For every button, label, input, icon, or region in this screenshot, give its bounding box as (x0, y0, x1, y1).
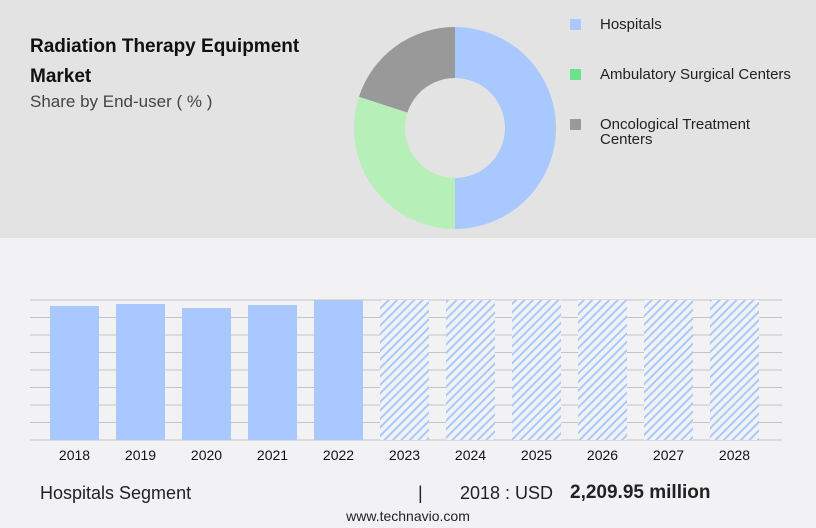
x-tick-label: 2026 (587, 447, 618, 463)
legend-swatch (570, 69, 581, 80)
donut-slice-0 (455, 27, 556, 229)
bar-2021 (248, 305, 297, 440)
bar-2019 (116, 304, 165, 440)
bar-2018 (50, 306, 99, 440)
segment-label: Hospitals Segment (40, 483, 192, 503)
bar-forecast-2027 (644, 300, 693, 440)
x-tick-label: 2023 (389, 447, 420, 463)
bar-2022 (314, 300, 363, 440)
page-title: Radiation Therapy Equipment Market (30, 36, 300, 87)
donut-slice-2 (358, 27, 455, 113)
x-tick-label: 2020 (191, 447, 222, 463)
x-tick-label: 2024 (455, 447, 486, 463)
legend-swatch (570, 119, 581, 130)
x-tick-label: 2019 (125, 447, 156, 463)
bar-forecast-2024 (446, 300, 495, 440)
x-tick-label: 2028 (719, 447, 750, 463)
x-tick-label: 2027 (653, 447, 684, 463)
legend-item-hospitals: Hospitals (570, 17, 810, 49)
donut-slice-1 (353, 96, 455, 230)
year-label: 2018 : USD (460, 483, 554, 503)
bar-forecast-2025 (512, 300, 561, 440)
bar-forecast-2023 (380, 300, 429, 440)
value-label: 2,209.95 million (570, 482, 711, 503)
x-tick-label: 2025 (521, 447, 552, 463)
x-tick-label: 2021 (257, 447, 288, 463)
source-url: www.technavio.com (346, 508, 470, 524)
bar-forecast-2026 (578, 300, 627, 440)
legend-swatch (570, 19, 581, 30)
page-subtitle: Share by End-user ( % ) (30, 92, 213, 111)
legend-item-oncological: Oncological Treatment Centers (570, 117, 810, 149)
x-tick-label: 2022 (323, 447, 354, 463)
bar-2020 (182, 308, 231, 440)
legend-item-ambulatory: Ambulatory Surgical Centers (570, 67, 810, 99)
x-tick-label: 2018 (59, 447, 90, 463)
bar-forecast-2028 (710, 300, 759, 440)
separator: | (418, 483, 423, 503)
